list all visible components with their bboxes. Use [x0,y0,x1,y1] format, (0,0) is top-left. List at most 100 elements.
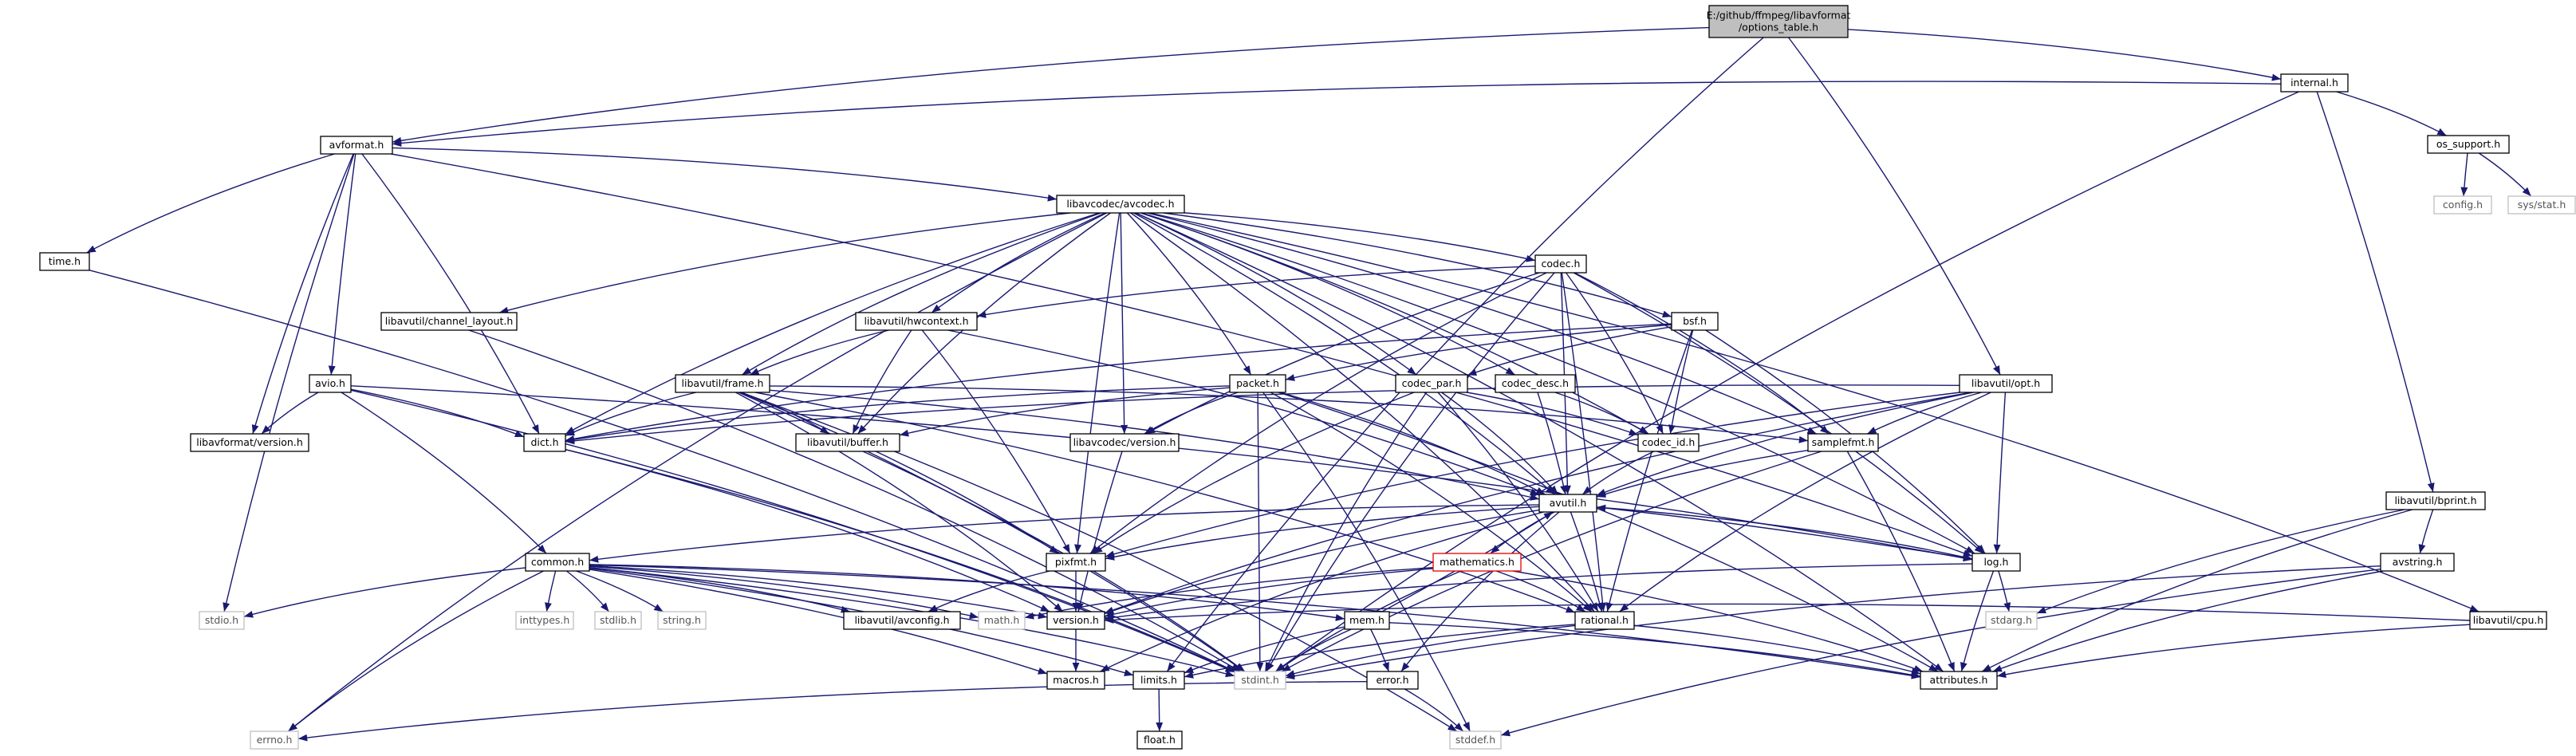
node-codec_desc[interactable]: codec_desc.h [1495,374,1576,393]
edge-avstring-to-stddef [1500,568,2381,737]
node-time[interactable]: time.h [39,252,90,271]
node-chlayout[interactable]: libavutil/channel_layout.h [380,312,518,331]
node-float[interactable]: float.h [1136,730,1183,750]
node-log[interactable]: log.h [1971,553,2021,572]
node-os_support[interactable]: os_support.h [2427,135,2510,154]
edge-avcodec-to-codec_id [1140,212,1649,435]
node-avconfig[interactable]: libavutil/avconfig.h [843,611,961,630]
node-attributes[interactable]: attributes.h [1920,671,1998,690]
node-mem[interactable]: mem.h [1344,611,1390,630]
edge-dict-to-version [565,449,1050,612]
edge-avformat-to-avio [328,153,356,376]
edge-log-to-version [1104,563,1973,621]
node-sysstat[interactable]: sys/stat.h [2507,195,2576,215]
node-codec_par[interactable]: codec_par.h [1395,374,1468,393]
edge-avutil-to-macros [1100,511,1544,672]
edge-hwcontext-to-buffer [852,329,912,435]
node-label-attributes: attributes.h [1930,674,1988,686]
node-limits[interactable]: limits.h [1132,671,1185,690]
edge-hwcontext-to-frame [749,329,889,376]
node-box-stdarg [1985,611,2038,630]
node-samplefmt[interactable]: samplefmt.h [1807,433,1879,452]
node-label-cpu: libavutil/cpu.h [2473,614,2544,626]
edge-common-to-stdlib [566,570,610,612]
node-bprint[interactable]: libavutil/bprint.h [2385,491,2486,510]
node-stdint[interactable]: stdint.h [1234,671,1286,690]
edge-codec_par-to-rational [1437,392,1599,612]
node-lacversion[interactable]: libavcodec/version.h [1069,433,1180,452]
node-label-mathematics: mathematics.h [1440,556,1514,568]
node-box-codec_par [1395,374,1468,393]
node-internal[interactable]: internal.h [2280,73,2349,93]
node-box-samplefmt [1807,433,1879,452]
edge-avutil-to-log [1596,506,1973,561]
node-pixfmt[interactable]: pixfmt.h [1046,553,1106,572]
edge-avstring-to-stdint [1285,565,2381,680]
edge-common-to-inttypes [545,570,557,612]
node-label-avformat: avformat.h [329,139,384,151]
node-version[interactable]: version.h [1046,611,1105,630]
node-label-stddef: stddef.h [1455,734,1495,746]
node-stdlib[interactable]: stdlib.h [594,611,642,630]
node-stdio[interactable]: stdio.h [199,611,245,630]
node-dict[interactable]: dict.h [523,433,566,452]
node-inttypes[interactable]: inttypes.h [515,611,574,630]
edge-internal-to-stdint [1275,91,2299,672]
node-hwcontext[interactable]: libavutil/hwcontext.h [855,312,978,331]
node-label-math: math.h [984,614,1020,626]
edge-codec-to-hwcontext [976,266,1536,318]
node-frame[interactable]: libavutil/frame.h [675,374,770,393]
node-macros[interactable]: macros.h [1046,671,1105,690]
node-config[interactable]: config.h [2433,195,2492,215]
edge-avcodec-to-bsf [1163,212,1672,318]
node-box-codec [1534,254,1587,274]
node-string[interactable]: string.h [657,611,707,630]
edge-log-to-attributes [1960,570,1995,672]
node-codec[interactable]: codec.h [1534,254,1587,274]
node-codec_id[interactable]: codec_id.h [1637,433,1700,452]
node-avutil[interactable]: avutil.h [1538,494,1597,513]
node-avcodec[interactable]: libavcodec/avcodec.h [1056,195,1185,214]
edge-frame-to-dict [565,392,697,437]
edge-opt-to-avutil [1596,392,1974,496]
edge-common-to-attributes [589,564,1921,679]
edge-avcodec-to-samplefmt [1147,212,1817,435]
edge-common-to-stdio [243,567,526,618]
edge-cpu-to-attributes [1996,624,2471,679]
node-common[interactable]: common.h [525,553,590,572]
node-stddef[interactable]: stddef.h [1449,730,1502,750]
edge-avcodec-to-avutil [1133,212,1555,495]
edge-mem-to-attributes [1388,622,1921,679]
node-avstring[interactable]: avstring.h [2380,553,2455,572]
node-label-time: time.h [49,255,81,267]
edge-codec_id-to-avutil [1581,451,1655,495]
node-lafversion[interactable]: libavformat/version.h [190,433,309,452]
node-label-buffer: libavutil/buffer.h [807,436,888,448]
node-label-dict: dict.h [530,436,558,448]
node-math[interactable]: math.h [978,611,1026,630]
edge-avcodec-to-codec_desc [1140,212,1515,376]
node-box-cpu [2469,611,2547,630]
node-label-errno: errno.h [257,734,293,746]
node-errno[interactable]: errno.h [250,730,299,750]
node-bsf[interactable]: bsf.h [1671,312,1719,331]
edge-codec-to-rational [1561,272,1606,612]
node-mathematics[interactable]: mathematics.h [1432,553,1522,572]
node-error[interactable]: error.h [1366,671,1419,690]
node-box-avconfig [843,611,961,630]
node-stdarg[interactable]: stdarg.h [1985,611,2038,630]
node-box-time [39,252,90,271]
edge-avutil-to-error [1400,511,1560,672]
edge-root-to-opt [1788,37,2001,376]
node-cpu[interactable]: libavutil/cpu.h [2469,611,2547,630]
node-rational[interactable]: rational.h [1574,611,1635,630]
node-box-avio [309,374,352,393]
node-opt[interactable]: libavutil/opt.h [1959,374,2053,393]
node-avformat[interactable]: avformat.h [320,136,393,155]
node-packet[interactable]: packet.h [1229,374,1286,393]
node-buffer[interactable]: libavutil/buffer.h [795,433,900,452]
node-box-mathematics [1432,553,1522,572]
edge-common-to-version [589,565,1048,620]
node-avio[interactable]: avio.h [309,374,352,393]
